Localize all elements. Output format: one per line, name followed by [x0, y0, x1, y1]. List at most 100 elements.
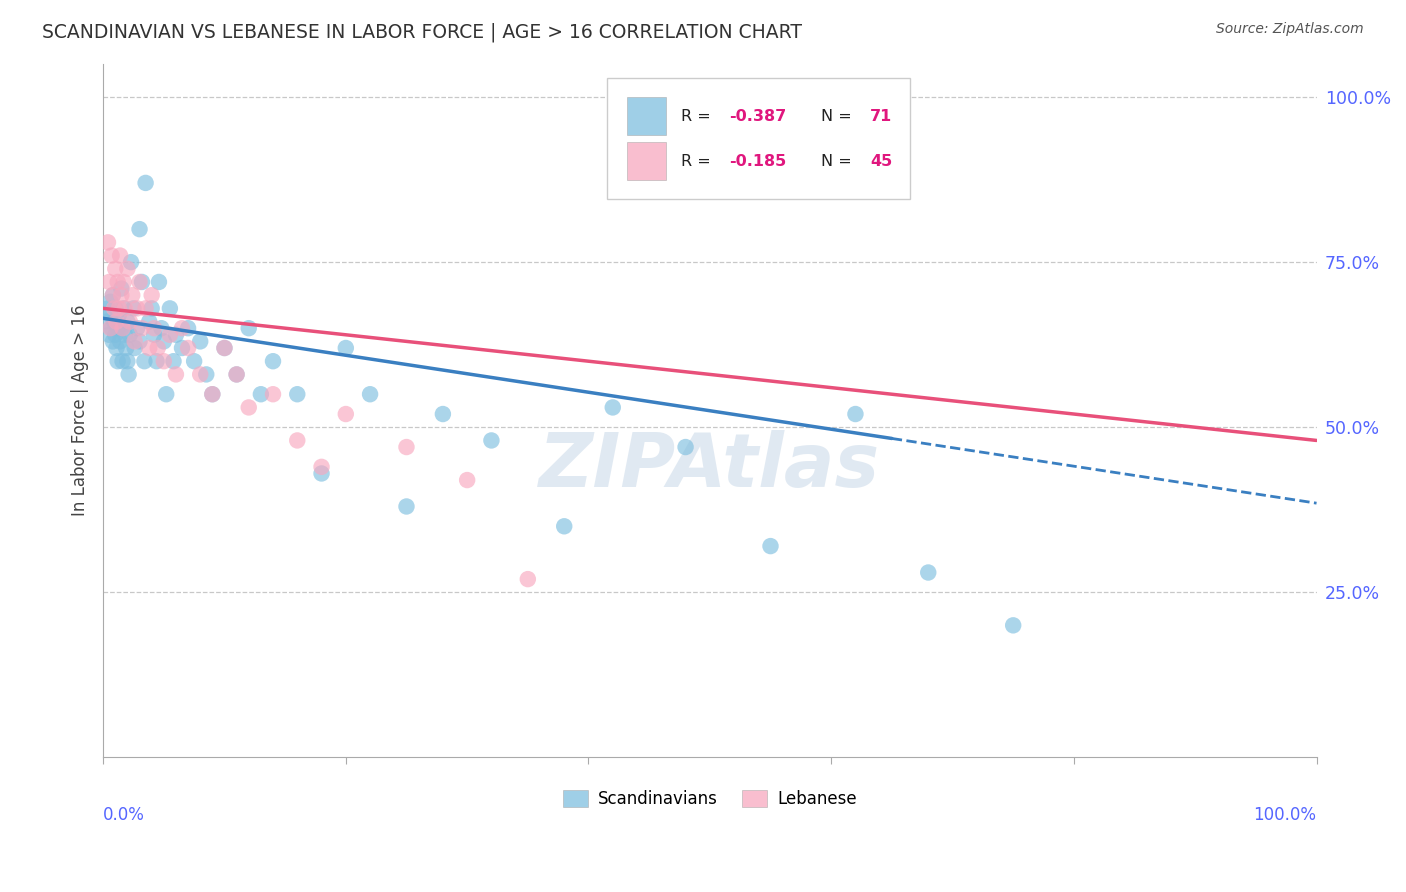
Point [131, 321, 153, 335]
Point [128, 275, 150, 289]
Point [143, 321, 166, 335]
Point [122, 301, 145, 316]
Point [148, 275, 170, 289]
Point [101, 288, 124, 302]
Point [134, 354, 156, 368]
Point [238, 401, 260, 415]
Text: 71: 71 [870, 109, 893, 124]
Point [107, 354, 129, 368]
Point [285, 387, 308, 401]
Point [395, 440, 418, 454]
Point [250, 387, 273, 401]
Point [553, 519, 575, 533]
Text: N =: N = [821, 109, 858, 124]
Point [145, 354, 167, 368]
Point [100, 321, 122, 335]
Point [110, 321, 132, 335]
Point [311, 467, 333, 481]
Point [188, 368, 211, 382]
Point [1002, 618, 1025, 632]
Point [844, 407, 866, 421]
Point [114, 301, 136, 316]
Point [111, 321, 134, 335]
Point [107, 275, 129, 289]
Point [121, 288, 143, 302]
Point [238, 321, 260, 335]
Point [101, 334, 124, 349]
Point [124, 334, 146, 349]
Point [117, 354, 139, 368]
Point [201, 387, 224, 401]
Point [225, 368, 247, 382]
Point [135, 176, 157, 190]
Point [162, 354, 184, 368]
Point [155, 387, 177, 401]
Point [120, 255, 142, 269]
Point [103, 301, 125, 316]
Point [165, 368, 187, 382]
Point [105, 341, 128, 355]
Point [100, 248, 122, 262]
Point [177, 321, 200, 335]
Point [128, 334, 150, 349]
Point [395, 500, 418, 514]
Point [214, 341, 236, 355]
Point [153, 354, 176, 368]
Point [112, 301, 135, 316]
Text: SCANDINAVIAN VS LEBANESE IN LABOR FORCE | AGE > 16 CORRELATION CHART: SCANDINAVIAN VS LEBANESE IN LABOR FORCE … [42, 22, 803, 42]
Point [104, 301, 127, 316]
Point [114, 327, 136, 342]
Point [159, 327, 181, 342]
Point [110, 282, 132, 296]
Point [143, 327, 166, 342]
Point [759, 539, 782, 553]
Point [118, 327, 141, 342]
Point [103, 315, 125, 329]
Point [128, 222, 150, 236]
Point [195, 368, 218, 382]
Point [880, 182, 903, 196]
Point [117, 368, 139, 382]
Point [602, 401, 624, 415]
Point [100, 294, 122, 309]
Point [117, 261, 139, 276]
Point [170, 341, 193, 355]
Point [127, 301, 149, 316]
Text: Source: ZipAtlas.com: Source: ZipAtlas.com [1216, 22, 1364, 37]
Point [96, 315, 118, 329]
Point [98, 275, 121, 289]
Text: 45: 45 [870, 153, 893, 169]
Point [917, 566, 939, 580]
FancyBboxPatch shape [627, 142, 666, 180]
Point [97, 235, 120, 250]
FancyBboxPatch shape [627, 97, 666, 135]
Point [108, 334, 131, 349]
Point [183, 354, 205, 368]
Point [165, 327, 187, 342]
Point [201, 387, 224, 401]
Point [141, 301, 163, 316]
Point [177, 341, 200, 355]
Point [110, 288, 132, 302]
Point [159, 301, 181, 316]
Y-axis label: In Labor Force | Age > 16: In Labor Force | Age > 16 [72, 305, 89, 516]
Text: R =: R = [681, 109, 716, 124]
Point [146, 341, 169, 355]
Point [105, 315, 128, 329]
Text: R =: R = [681, 153, 716, 169]
Point [170, 321, 193, 335]
Point [97, 301, 120, 316]
Point [131, 275, 153, 289]
Point [111, 354, 134, 368]
Point [115, 341, 138, 355]
Text: 100.0%: 100.0% [1254, 806, 1316, 824]
FancyBboxPatch shape [607, 78, 910, 199]
Point [118, 315, 141, 329]
Point [104, 327, 127, 342]
Point [112, 275, 135, 289]
Point [225, 368, 247, 382]
Point [107, 321, 129, 335]
Point [124, 341, 146, 355]
Text: -0.185: -0.185 [730, 153, 786, 169]
Point [153, 334, 176, 349]
